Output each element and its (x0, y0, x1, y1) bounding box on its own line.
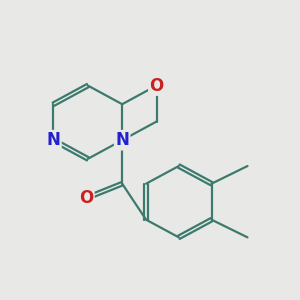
Text: O: O (79, 189, 93, 207)
Text: O: O (149, 76, 164, 94)
Text: N: N (46, 131, 60, 149)
Text: N: N (115, 131, 129, 149)
